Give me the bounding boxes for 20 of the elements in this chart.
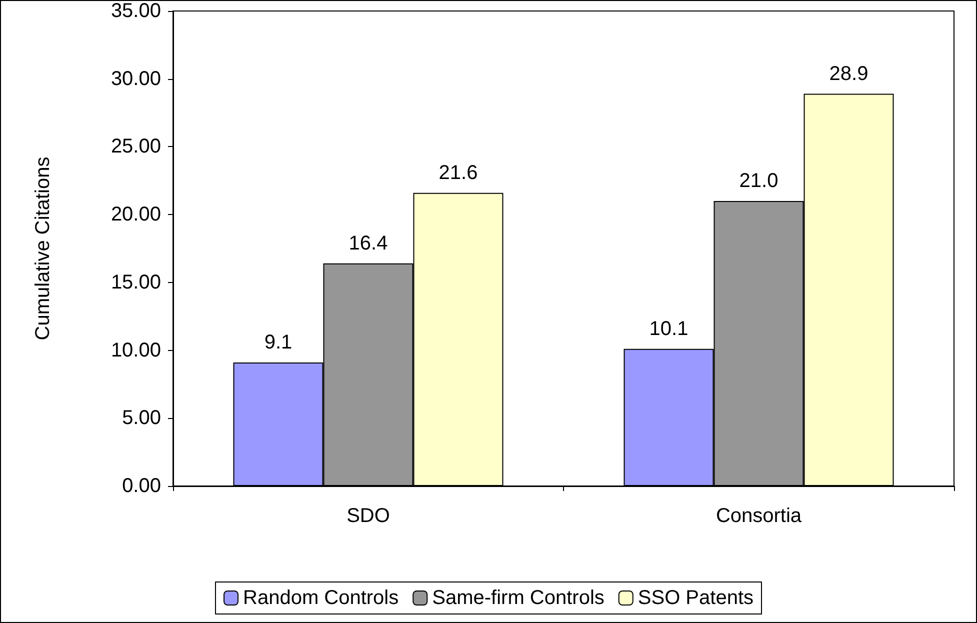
data-label: 21.0	[739, 170, 778, 192]
data-label: 9.1	[264, 332, 292, 354]
y-tick-label: 25.00	[110, 136, 161, 158]
data-label: 16.4	[348, 232, 388, 254]
data-label: 10.1	[649, 318, 688, 340]
y-tick-label: 5.00	[122, 407, 161, 430]
legend-label: Random Controls	[243, 587, 399, 609]
x-tick-label: SDO	[346, 505, 390, 527]
y-tick-label: 20.00	[110, 204, 161, 226]
y-tick-label: 35.00	[110, 0, 161, 22]
y-tick-label: 10.00	[110, 339, 161, 362]
x-tick-label: Consortia	[716, 505, 802, 527]
data-label: 28.9	[829, 62, 868, 85]
data-label: 21.6	[438, 162, 478, 184]
legend-label: SSO Patents	[638, 587, 754, 609]
y-tick-label: 30.00	[110, 68, 161, 90]
y-axis-title: Cumulative Citations	[32, 156, 54, 340]
y-tick-label: 15.00	[110, 271, 161, 294]
legend-label: Same-firm Controls	[432, 587, 604, 609]
y-tick-label: 0.00	[122, 475, 161, 497]
